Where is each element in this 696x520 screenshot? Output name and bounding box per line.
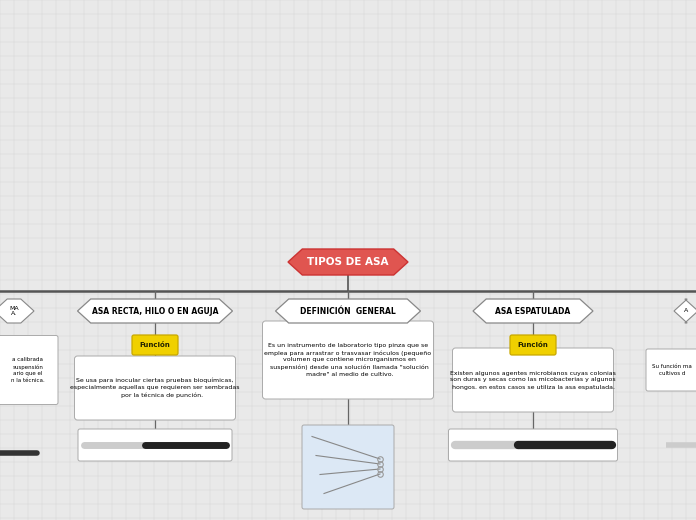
Text: Función: Función [140,342,171,348]
Polygon shape [674,299,696,323]
FancyBboxPatch shape [646,349,696,391]
Polygon shape [0,299,34,323]
Polygon shape [288,249,408,275]
FancyBboxPatch shape [132,335,178,355]
Text: Función: Función [518,342,548,348]
FancyBboxPatch shape [510,335,556,355]
Text: MA
A.: MA A. [9,306,19,316]
Text: ASA RECTA, HILO O EN AGUJA: ASA RECTA, HILO O EN AGUJA [92,306,219,316]
FancyBboxPatch shape [262,321,434,399]
FancyBboxPatch shape [302,425,394,509]
Text: Es un instrumento de laboratorio tipo pinza que se
emplea para arrastrar o trasv: Es un instrumento de laboratorio tipo pi… [264,343,432,377]
FancyBboxPatch shape [0,335,58,405]
Text: Existen algunos agentes microbianos cuyas colonias
son duras y secas como las mi: Existen algunos agentes microbianos cuya… [450,370,616,389]
Text: ASA ESPATULADA: ASA ESPATULADA [496,306,571,316]
Text: TIPOS DE ASA: TIPOS DE ASA [307,257,389,267]
FancyBboxPatch shape [448,429,617,461]
Text: a calibrada
suspensión
ario que el
n la técnica.: a calibrada suspensión ario que el n la … [11,357,45,383]
Text: A: A [684,308,688,314]
Text: Su función ma
cultivos d: Su función ma cultivos d [652,364,692,376]
FancyBboxPatch shape [452,348,613,412]
Text: DEFINICIÓN  GENERAL: DEFINICIÓN GENERAL [300,306,396,316]
Text: Se usa para inocular ciertas pruebas bioquímicas,
especialmente aquellas que req: Se usa para inocular ciertas pruebas bio… [70,378,239,398]
Polygon shape [77,299,232,323]
Polygon shape [473,299,593,323]
FancyBboxPatch shape [74,356,235,420]
FancyBboxPatch shape [78,429,232,461]
Polygon shape [276,299,420,323]
